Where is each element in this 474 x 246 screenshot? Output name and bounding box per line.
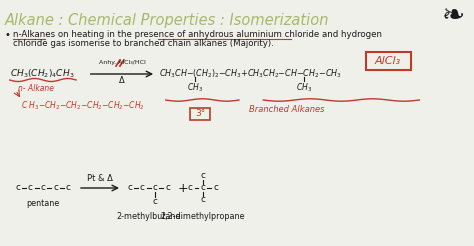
Text: $CH_3$: $CH_3$ [296,82,312,94]
Text: chloride gas isomerise to branched chain alkanes (Majority).: chloride gas isomerise to branched chain… [13,39,273,48]
Text: c: c [201,196,205,204]
Text: c: c [140,184,145,193]
Text: +: + [178,182,189,195]
Text: ❧: ❧ [442,2,465,30]
Text: c: c [53,184,58,193]
Text: 2-methylbutane: 2-methylbutane [116,212,181,221]
Text: c: c [165,184,170,193]
Text: $CH_3CH{-}(CH_2)_2{-}CH_3{+}CH_3CH_2{-}CH{-}CH_2{-}CH_3$: $CH_3CH{-}(CH_2)_2{-}CH_3{+}CH_3CH_2{-}C… [159,68,342,80]
Text: 2,2-dimethylpropane: 2,2-dimethylpropane [161,212,245,221]
Text: 3°: 3° [195,109,205,119]
Text: c: c [66,184,71,193]
Text: c: c [153,197,157,205]
Text: AlCl₃: AlCl₃ [375,56,401,66]
Bar [366,52,410,70]
Text: Anhy. AlCl₃/HCl: Anhy. AlCl₃/HCl [99,60,146,65]
Text: pentane: pentane [26,199,60,208]
Text: c: c [201,171,205,181]
Text: Branched Alkanes: Branched Alkanes [249,105,324,114]
Text: c: c [153,184,157,193]
Text: Δ: Δ [119,76,125,85]
Text: Pt & Δ: Pt & Δ [87,174,113,183]
Text: c: c [188,184,192,193]
Text: c: c [15,184,20,193]
Text: Alkane : Chemical Properties : Isomerization: Alkane : Chemical Properties : Isomeriza… [5,13,329,28]
Text: $CH_3$: $CH_3$ [187,82,203,94]
Text: c: c [201,184,205,193]
Bar [190,108,210,120]
Text: c: c [213,184,218,193]
Text: c: c [127,184,132,193]
Text: c: c [28,184,33,193]
Text: n-Alkanes on heating in the presence of anhydrous aluminium chloride and hydroge: n-Alkanes on heating in the presence of … [13,30,382,39]
Text: $CH_3(CH_2)_4CH_3$: $CH_3(CH_2)_4CH_3$ [10,68,74,80]
Text: c: c [40,184,46,193]
Text: $C\ H_3{-}CH_2{-}CH_2{-}CH_2{-}CH_2{-}CH_2$: $C\ H_3{-}CH_2{-}CH_2{-}CH_2{-}CH_2{-}CH… [21,100,146,112]
Text: n- Alkane: n- Alkane [18,84,54,93]
Text: •: • [5,30,11,40]
